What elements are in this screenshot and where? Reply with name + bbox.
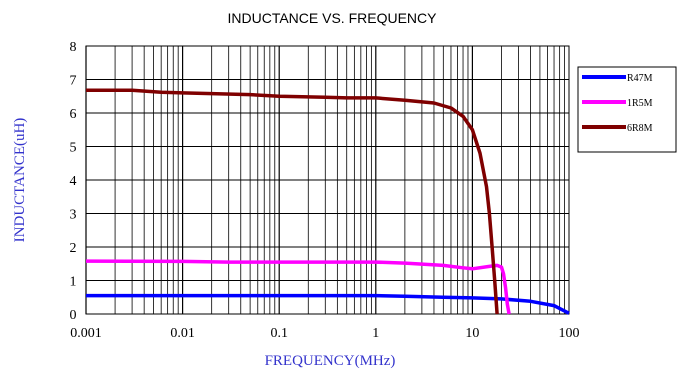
y-tick-label: 8 bbox=[70, 40, 77, 55]
x-tick-label: 0.001 bbox=[70, 326, 102, 341]
chart-title: INDUCTANCE VS. FREQUENCY bbox=[228, 10, 438, 26]
y-tick-label: 0 bbox=[70, 308, 77, 323]
legend-label-6r8m: 6R8M bbox=[627, 123, 653, 134]
x-tick-label: 0.01 bbox=[170, 326, 195, 341]
y-tick-label: 4 bbox=[70, 174, 77, 189]
x-tick-label: 1 bbox=[372, 326, 379, 341]
grid bbox=[85, 45, 569, 315]
legend-label-1r5m: 1R5M bbox=[627, 98, 653, 109]
series-line-6r8m bbox=[86, 88, 499, 315]
series-lines bbox=[85, 88, 570, 315]
y-tick-labels: 0 1 2 3 4 5 6 7 8 bbox=[70, 40, 77, 323]
plot-area-frame bbox=[85, 45, 570, 315]
x-axis-label: FREQUENCY(MHz) bbox=[265, 353, 396, 369]
y-tick-label: 6 bbox=[70, 107, 77, 122]
y-tick-label: 3 bbox=[70, 208, 77, 223]
y-tick-label: 7 bbox=[70, 74, 77, 89]
x-tick-labels: 0.001 0.01 0.1 1 10 100 bbox=[70, 326, 579, 341]
y-tick-label: 1 bbox=[70, 275, 77, 290]
x-tick-label: 100 bbox=[559, 326, 580, 341]
x-tick-label: 0.1 bbox=[270, 326, 288, 341]
legend-box bbox=[577, 66, 677, 153]
series-line-1r5m bbox=[85, 259, 511, 315]
legend: R47M 1R5M 6R8M bbox=[577, 66, 677, 153]
legend-label-r47m: R47M bbox=[627, 73, 653, 84]
y-axis-label: INDUCTANCE(uH) bbox=[12, 118, 28, 243]
x-tick-label: 10 bbox=[465, 326, 479, 341]
series-line-r47m bbox=[86, 293, 570, 315]
y-tick-label: 5 bbox=[70, 141, 77, 156]
y-tick-label: 2 bbox=[70, 241, 77, 256]
